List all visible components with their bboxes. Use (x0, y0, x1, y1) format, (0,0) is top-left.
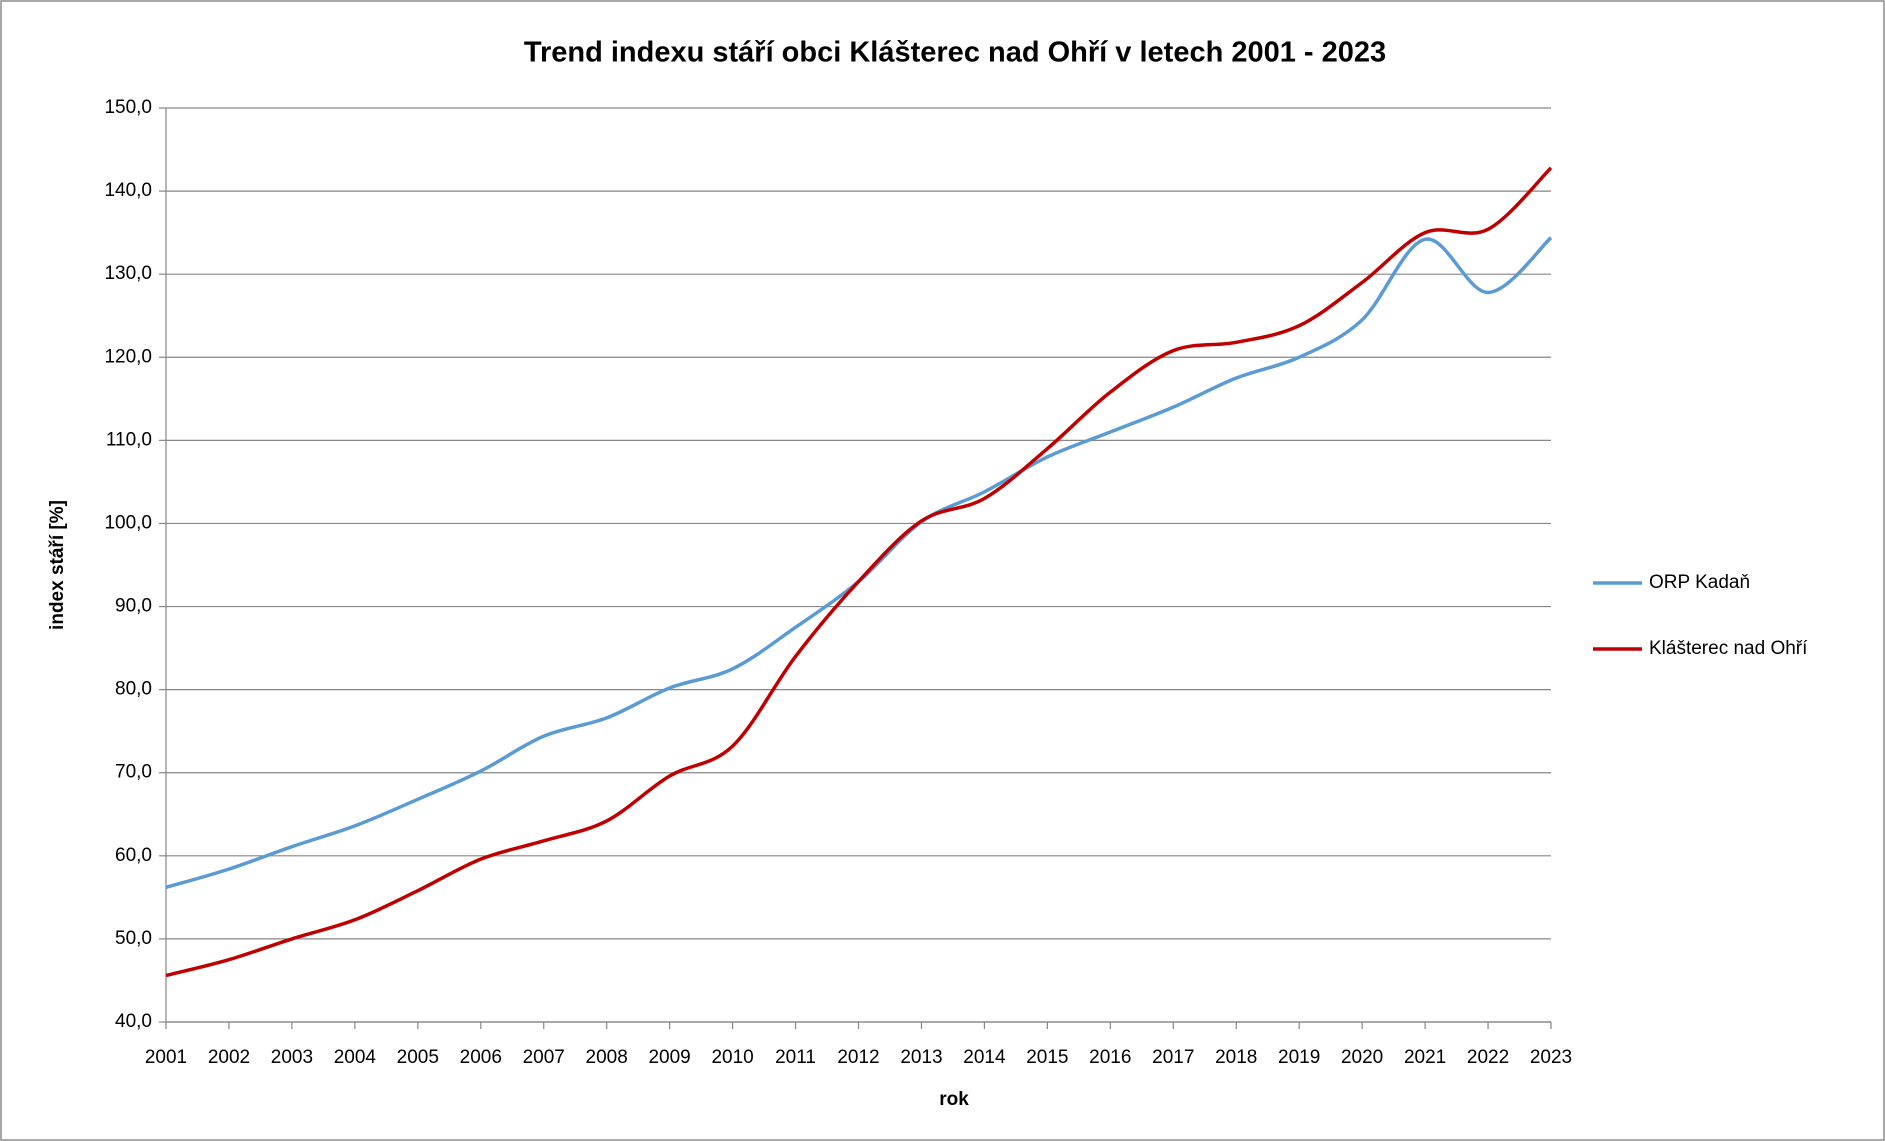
x-tick-label: 2002 (208, 1047, 250, 1068)
y-tick-label: 80,0 (115, 679, 152, 700)
x-tick-label: 2009 (648, 1047, 690, 1068)
y-tick-label: 120,0 (104, 346, 152, 367)
x-tick-label: 2006 (460, 1047, 502, 1068)
x-tick-label: 2010 (711, 1047, 753, 1068)
x-tick-label: 2003 (271, 1047, 313, 1068)
x-tick-label: 2017 (1152, 1047, 1194, 1068)
y-tick-label: 60,0 (115, 845, 152, 866)
chart-title: Trend indexu stáří obci Klášterec nad Oh… (524, 37, 1386, 69)
x-tick-label: 2005 (397, 1047, 439, 1068)
y-tick-label: 140,0 (104, 180, 152, 201)
x-tick-label: 2007 (523, 1047, 565, 1068)
y-tick-label: 70,0 (115, 762, 152, 783)
y-tick-label: 90,0 (115, 596, 152, 617)
x-tick-label: 2018 (1215, 1047, 1257, 1068)
y-tick-label: 110,0 (106, 429, 152, 450)
y-tick-label: 150,0 (104, 97, 152, 118)
legend-label: Klášterec nad Ohří (1649, 638, 1808, 659)
y-tick-label: 130,0 (104, 263, 152, 284)
x-tick-label: 2011 (775, 1047, 816, 1068)
x-tick-label: 2013 (900, 1047, 942, 1068)
x-tick-label: 2020 (1341, 1047, 1383, 1068)
legend-label: ORP Kadaň (1649, 572, 1750, 593)
x-tick-label: 2001 (145, 1047, 187, 1068)
x-tick-label: 2004 (334, 1047, 377, 1068)
x-tick-label: 2019 (1278, 1047, 1320, 1068)
x-axis-title: rok (939, 1089, 969, 1110)
y-tick-label: 50,0 (115, 928, 152, 949)
y-axis-title: index stáří [%] (47, 500, 68, 630)
x-tick-label: 2021 (1404, 1047, 1446, 1068)
line-series (165, 166, 1553, 978)
y-tick-label: 100,0 (104, 512, 152, 533)
y-tick-label: 40,0 (115, 1011, 152, 1032)
x-tick-label: 2022 (1467, 1047, 1509, 1068)
x-tick-label: 2012 (837, 1047, 879, 1068)
x-tick-label: 2015 (1026, 1047, 1068, 1068)
x-tick-label: 2023 (1530, 1047, 1572, 1068)
x-tick-label: 2014 (963, 1047, 1006, 1068)
x-tick-label: 2016 (1089, 1047, 1131, 1068)
x-tick-label: 2008 (586, 1047, 628, 1068)
